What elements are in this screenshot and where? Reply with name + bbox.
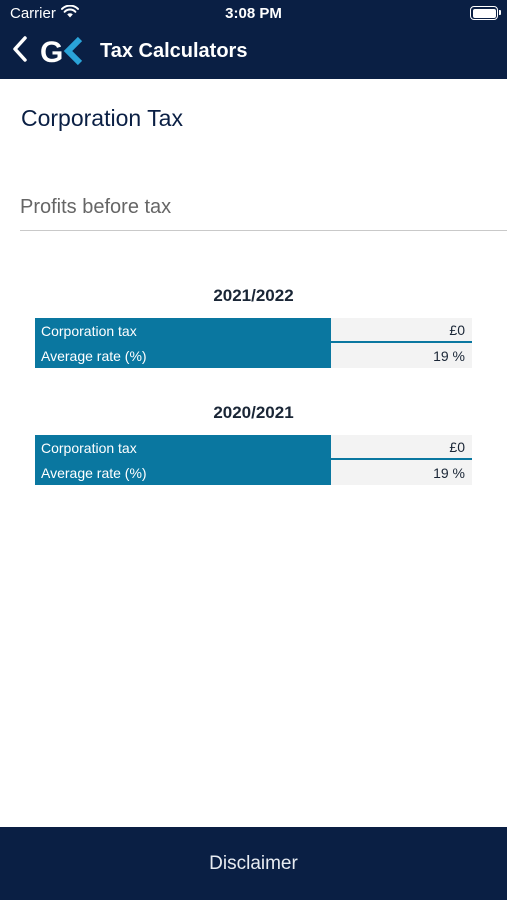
carrier-label: Carrier — [10, 5, 56, 22]
carrier-area: Carrier — [10, 4, 79, 22]
row-label: Average rate (%) — [35, 343, 331, 368]
table-row: Corporation tax £0 — [35, 318, 472, 343]
row-label: Corporation tax — [35, 435, 331, 460]
row-label: Corporation tax — [35, 318, 331, 343]
back-button[interactable] — [6, 34, 34, 68]
status-bar: Carrier 3:08 PM — [0, 0, 507, 26]
tax-table: Corporation tax £0 Average rate (%) 19 % — [35, 435, 472, 485]
row-value: £0 — [331, 435, 472, 460]
top-bar: Carrier 3:08 PM — [0, 0, 507, 79]
table-row: Average rate (%) 19 % — [35, 460, 472, 485]
page-title: Corporation Tax — [21, 105, 183, 131]
row-label: Average rate (%) — [35, 460, 331, 485]
wifi-icon — [60, 4, 79, 22]
row-value: £0 — [331, 318, 472, 343]
profits-before-tax-input[interactable] — [20, 185, 507, 231]
row-value: 19 % — [331, 460, 472, 485]
tax-table: Corporation tax £0 Average rate (%) 19 % — [35, 318, 472, 368]
table-row: Average rate (%) 19 % — [35, 343, 472, 368]
disclaimer-button[interactable]: Disclaimer — [0, 827, 507, 900]
year-label: 2020/2021 — [213, 403, 294, 422]
table-row: Corporation tax £0 — [35, 435, 472, 460]
chevron-left-icon — [12, 35, 28, 67]
row-value: 19 % — [331, 343, 472, 368]
status-time: 3:08 PM — [225, 5, 282, 22]
year-label: 2021/2022 — [213, 286, 294, 305]
navigation-bar: G Tax Calculators — [0, 26, 507, 79]
year-block-2021-2022: 2021/2022 Corporation tax £0 Average rat… — [35, 284, 472, 368]
nav-title: Tax Calculators — [100, 40, 248, 62]
disclaimer-label: Disclaimer — [209, 852, 298, 874]
svg-text:G: G — [40, 36, 63, 68]
battery-icon — [470, 6, 501, 20]
year-block-2020-2021: 2020/2021 Corporation tax £0 Average rat… — [35, 401, 472, 485]
gk-logo: G — [40, 34, 86, 69]
